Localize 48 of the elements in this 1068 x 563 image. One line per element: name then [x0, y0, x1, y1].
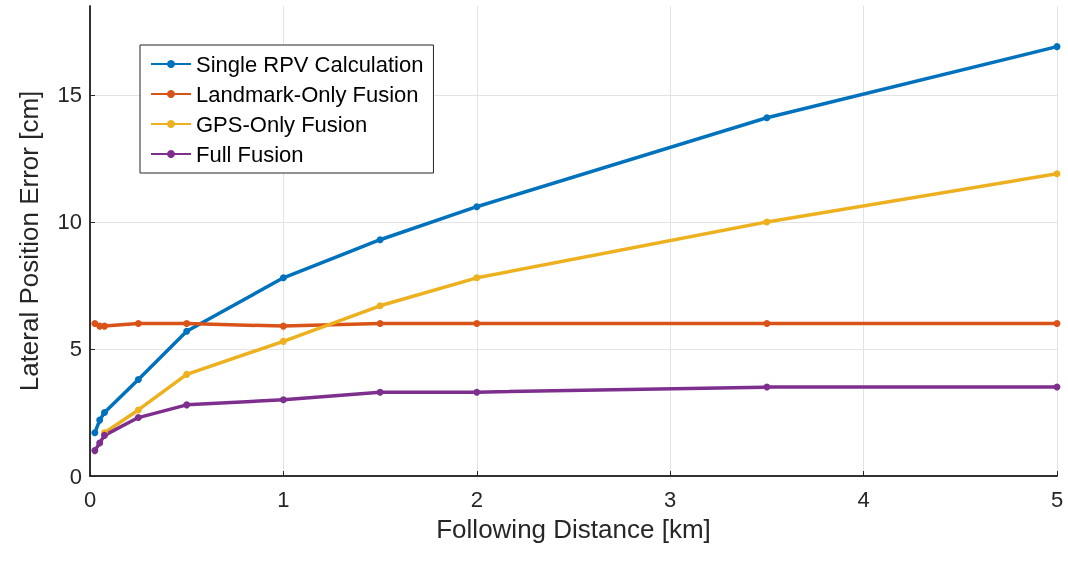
point — [376, 320, 384, 328]
point — [279, 396, 287, 404]
y-tick-label: 15 — [57, 82, 82, 108]
point — [1053, 43, 1061, 51]
point — [134, 414, 142, 422]
point — [1053, 320, 1061, 328]
point — [91, 447, 99, 455]
x-tick-label: 4 — [857, 486, 870, 512]
point — [376, 236, 384, 244]
point — [183, 327, 191, 335]
x-tick-label: 2 — [470, 486, 483, 512]
point — [183, 320, 191, 328]
point — [183, 401, 191, 409]
point — [101, 408, 108, 416]
y-axis-title: Lateral Position Error [cm] — [14, 90, 44, 392]
y-tick-label: 10 — [57, 209, 82, 235]
legend-label: GPS-Only Fusion — [196, 111, 368, 137]
y-tick-label: 0 — [69, 463, 82, 489]
y-tick-label: 5 — [69, 336, 82, 362]
legend-label: Full Fusion — [196, 141, 304, 167]
point — [279, 337, 287, 345]
point — [473, 388, 481, 396]
point — [473, 320, 481, 328]
point — [134, 320, 142, 328]
point — [763, 114, 771, 122]
x-tick-label: 1 — [277, 486, 290, 512]
point — [279, 274, 287, 282]
point — [1053, 170, 1061, 178]
point — [134, 375, 142, 383]
legend-label: Single RPV Calculation — [196, 51, 424, 77]
point — [279, 322, 287, 330]
point — [763, 218, 771, 226]
legend-label: Landmark-Only Fusion — [196, 81, 419, 107]
point — [134, 406, 142, 414]
point — [473, 274, 481, 282]
x-axis-title: Following Distance [km] — [436, 514, 711, 544]
x-tick-label: 5 — [1050, 486, 1064, 512]
point — [183, 370, 191, 378]
point — [763, 320, 771, 328]
point — [473, 203, 481, 211]
point — [101, 322, 108, 330]
point — [91, 429, 99, 437]
x-tick-label: 3 — [664, 486, 677, 512]
point — [96, 439, 104, 447]
point — [96, 416, 104, 424]
point — [763, 383, 771, 391]
point — [376, 388, 384, 396]
point — [376, 302, 384, 310]
